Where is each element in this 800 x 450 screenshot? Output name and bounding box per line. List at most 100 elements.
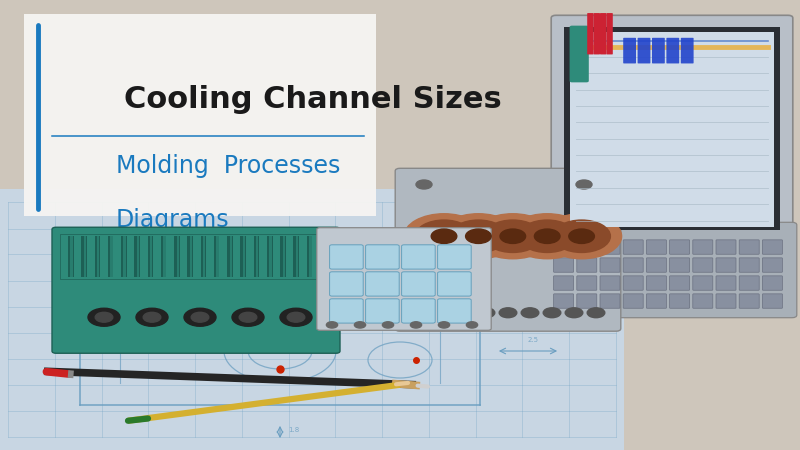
FancyBboxPatch shape bbox=[623, 276, 643, 290]
FancyBboxPatch shape bbox=[554, 240, 574, 254]
Circle shape bbox=[416, 180, 432, 189]
FancyBboxPatch shape bbox=[638, 38, 650, 63]
FancyBboxPatch shape bbox=[330, 272, 363, 296]
Circle shape bbox=[450, 220, 507, 252]
FancyBboxPatch shape bbox=[762, 294, 782, 308]
Bar bbox=[216, 236, 218, 277]
FancyBboxPatch shape bbox=[716, 276, 736, 290]
FancyBboxPatch shape bbox=[570, 26, 589, 82]
FancyBboxPatch shape bbox=[330, 245, 363, 269]
FancyBboxPatch shape bbox=[670, 240, 690, 254]
Circle shape bbox=[484, 220, 542, 252]
Circle shape bbox=[410, 322, 422, 328]
FancyBboxPatch shape bbox=[577, 276, 597, 290]
FancyBboxPatch shape bbox=[646, 258, 666, 272]
Bar bbox=[203, 236, 206, 277]
FancyBboxPatch shape bbox=[402, 299, 435, 323]
Circle shape bbox=[280, 308, 312, 326]
Circle shape bbox=[431, 229, 457, 243]
Circle shape bbox=[326, 322, 338, 328]
FancyBboxPatch shape bbox=[646, 240, 666, 254]
FancyBboxPatch shape bbox=[739, 240, 759, 254]
Bar bbox=[174, 236, 180, 277]
FancyBboxPatch shape bbox=[693, 276, 713, 290]
FancyBboxPatch shape bbox=[587, 13, 594, 54]
Bar bbox=[110, 236, 113, 277]
Circle shape bbox=[542, 214, 622, 259]
FancyBboxPatch shape bbox=[554, 258, 574, 272]
Circle shape bbox=[499, 308, 517, 318]
Bar bbox=[137, 236, 139, 277]
Bar bbox=[201, 236, 206, 277]
Circle shape bbox=[191, 312, 209, 322]
FancyBboxPatch shape bbox=[652, 38, 665, 63]
Bar bbox=[187, 236, 193, 277]
Bar bbox=[82, 236, 87, 277]
FancyBboxPatch shape bbox=[317, 228, 491, 330]
FancyBboxPatch shape bbox=[600, 240, 620, 254]
Bar bbox=[306, 236, 312, 277]
Bar bbox=[150, 236, 152, 277]
Circle shape bbox=[438, 322, 450, 328]
Bar bbox=[97, 236, 99, 277]
FancyBboxPatch shape bbox=[577, 258, 597, 272]
FancyBboxPatch shape bbox=[402, 245, 435, 269]
FancyBboxPatch shape bbox=[554, 276, 574, 290]
Bar bbox=[267, 236, 273, 277]
Circle shape bbox=[136, 308, 168, 326]
FancyBboxPatch shape bbox=[739, 258, 759, 272]
FancyBboxPatch shape bbox=[539, 222, 797, 318]
Circle shape bbox=[576, 180, 592, 189]
Circle shape bbox=[411, 308, 429, 318]
FancyBboxPatch shape bbox=[623, 240, 643, 254]
Circle shape bbox=[569, 229, 594, 243]
Bar bbox=[230, 236, 232, 277]
FancyBboxPatch shape bbox=[606, 13, 613, 54]
FancyBboxPatch shape bbox=[693, 294, 713, 308]
FancyBboxPatch shape bbox=[670, 276, 690, 290]
FancyBboxPatch shape bbox=[366, 299, 399, 323]
Circle shape bbox=[415, 220, 473, 252]
Circle shape bbox=[543, 308, 561, 318]
Circle shape bbox=[466, 322, 478, 328]
Bar bbox=[60, 234, 332, 279]
Bar bbox=[320, 236, 326, 277]
Bar bbox=[256, 236, 258, 277]
Bar bbox=[254, 236, 259, 277]
FancyBboxPatch shape bbox=[438, 272, 471, 296]
Circle shape bbox=[232, 308, 264, 326]
FancyBboxPatch shape bbox=[330, 299, 363, 323]
FancyBboxPatch shape bbox=[762, 276, 782, 290]
FancyBboxPatch shape bbox=[402, 272, 435, 296]
FancyBboxPatch shape bbox=[551, 15, 793, 237]
Circle shape bbox=[455, 308, 473, 318]
Text: 2.5: 2.5 bbox=[528, 337, 539, 343]
Circle shape bbox=[404, 214, 484, 259]
FancyBboxPatch shape bbox=[395, 168, 621, 331]
FancyBboxPatch shape bbox=[623, 38, 636, 63]
Circle shape bbox=[522, 308, 539, 318]
Circle shape bbox=[473, 214, 553, 259]
Circle shape bbox=[500, 229, 526, 243]
Bar bbox=[282, 236, 285, 277]
Bar bbox=[70, 236, 73, 277]
FancyBboxPatch shape bbox=[577, 240, 597, 254]
Bar bbox=[564, 27, 780, 230]
Bar bbox=[163, 236, 166, 277]
Bar bbox=[121, 236, 126, 277]
Bar bbox=[108, 236, 114, 277]
Circle shape bbox=[565, 308, 582, 318]
FancyBboxPatch shape bbox=[716, 258, 736, 272]
FancyBboxPatch shape bbox=[623, 294, 643, 308]
FancyBboxPatch shape bbox=[693, 258, 713, 272]
FancyBboxPatch shape bbox=[666, 38, 679, 63]
Circle shape bbox=[534, 229, 560, 243]
Bar bbox=[94, 236, 100, 277]
Bar bbox=[123, 236, 126, 277]
Circle shape bbox=[143, 312, 161, 322]
FancyBboxPatch shape bbox=[600, 258, 620, 272]
Circle shape bbox=[287, 312, 305, 322]
Text: Molding  Processes: Molding Processes bbox=[116, 154, 340, 179]
Bar bbox=[309, 236, 311, 277]
FancyBboxPatch shape bbox=[670, 294, 690, 308]
